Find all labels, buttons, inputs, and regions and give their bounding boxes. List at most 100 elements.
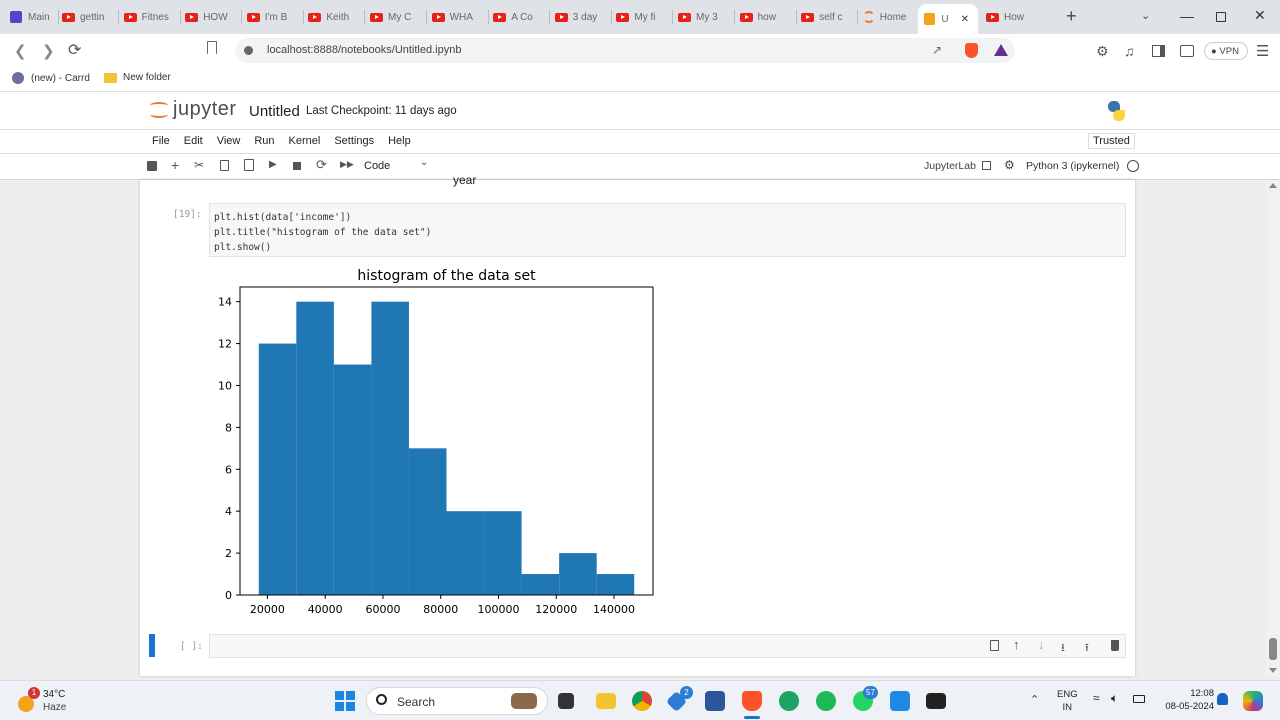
copilot-icon[interactable]: [1243, 691, 1263, 711]
youtube-icon: [678, 12, 691, 22]
browser-tab[interactable]: How: [986, 5, 1044, 29]
restart-run-all-icon[interactable]: ▶▶: [340, 159, 354, 169]
duplicate-cell-icon[interactable]: [990, 640, 999, 651]
media-icon[interactable]: ♫: [1124, 43, 1135, 59]
browser-tab[interactable]: Home: [862, 5, 921, 29]
jupyterlab-link[interactable]: JupyterLab: [924, 160, 991, 172]
browser-tab[interactable]: My 3: [678, 5, 736, 29]
browser-tab[interactable]: gettin: [62, 5, 120, 29]
chevron-up-icon[interactable]: ⌃: [1030, 694, 1040, 706]
bookmark-new-folder[interactable]: New folder: [104, 72, 171, 83]
tab-separator: [302, 10, 304, 24]
browser-tab[interactable]: HOW: [185, 5, 243, 29]
browser-tab[interactable]: 3 day: [554, 5, 613, 29]
browser-tab[interactable]: Fitnes: [123, 5, 182, 29]
browser-tab[interactable]: Main: [10, 5, 60, 29]
menu-item-help[interactable]: Help: [388, 135, 411, 147]
new-tab-button[interactable]: +: [1066, 6, 1077, 26]
add-cell-icon[interactable]: +: [171, 157, 180, 173]
kernel-settings-icon[interactable]: ⚙: [1004, 158, 1015, 172]
browser-tab[interactable]: A Co: [493, 5, 551, 29]
empty-code-cell-editor[interactable]: [209, 634, 1126, 658]
edge-icon[interactable]: [779, 691, 799, 711]
brave-icon[interactable]: [742, 691, 762, 711]
weather-widget[interactable]: 1 34°C Haze: [14, 687, 74, 717]
scroll-down-icon[interactable]: [1269, 668, 1277, 673]
menu-item-file[interactable]: File: [152, 135, 170, 147]
file-explorer-icon[interactable]: [596, 693, 616, 709]
minimize-icon[interactable]: —: [1180, 8, 1194, 24]
battery-icon[interactable]: [1133, 695, 1145, 703]
restart-icon[interactable]: ⟳: [316, 157, 327, 172]
menu-item-settings[interactable]: Settings: [334, 135, 375, 147]
stop-icon[interactable]: [293, 162, 301, 170]
scroll-up-icon[interactable]: [1269, 183, 1277, 188]
sidebar-icon[interactable]: [1152, 45, 1165, 57]
browser-tab[interactable]: WHA: [431, 5, 490, 29]
browser-tab[interactable]: U ✕: [918, 4, 979, 34]
bookmark-carrd[interactable]: (new) - Carrd: [12, 72, 90, 84]
paste-icon[interactable]: [244, 159, 254, 171]
delete-cell-icon[interactable]: [1111, 640, 1119, 651]
bookmark-icon[interactable]: [207, 41, 217, 54]
taskbar-search-box[interactable]: Search: [366, 687, 548, 715]
insert-below-icon[interactable]: ⭱: [1085, 642, 1089, 654]
snipping-tool-icon[interactable]: [890, 691, 910, 711]
maximize-icon[interactable]: [1216, 12, 1226, 22]
windows-start-icon[interactable]: [335, 691, 355, 711]
clock[interactable]: 12:08 08-05-2024: [1156, 687, 1214, 713]
task-view-icon[interactable]: [558, 693, 574, 709]
browser-tab[interactable]: My C: [370, 5, 428, 29]
move-down-icon[interactable]: ↓: [1038, 637, 1045, 652]
notification-bell-icon[interactable]: [1217, 693, 1228, 705]
chrome-icon[interactable]: [632, 691, 652, 711]
cut-icon[interactable]: ✂: [194, 158, 205, 172]
address-bar[interactable]: localhost:8888/notebooks/Untitled.ipynb …: [235, 38, 1015, 63]
trusted-indicator[interactable]: Trusted: [1088, 133, 1135, 149]
share-icon[interactable]: ↗: [932, 43, 943, 57]
language-indicator[interactable]: ENG IN: [1057, 688, 1078, 714]
tab-separator: [549, 10, 551, 24]
brave-shield-icon[interactable]: [965, 43, 978, 58]
menu-icon[interactable]: ☰: [1256, 43, 1270, 60]
site-info-icon[interactable]: [244, 46, 253, 55]
insert-above-icon[interactable]: ⭳: [1061, 642, 1065, 654]
brave-rewards-icon[interactable]: [994, 44, 1008, 56]
scrollbar[interactable]: [1266, 180, 1280, 677]
copy-icon[interactable]: [220, 160, 229, 171]
browser-tab[interactable]: Keith: [308, 5, 366, 29]
tab-label: Keith: [326, 11, 350, 23]
wifi-icon[interactable]: ≈: [1093, 691, 1100, 705]
menu-item-view[interactable]: View: [216, 135, 241, 147]
histogram-bar: [333, 364, 372, 595]
menu-item-kernel[interactable]: Kernel: [288, 135, 321, 147]
jupyter-logo[interactable]: jupyter: [150, 98, 237, 121]
move-up-icon[interactable]: ↑: [1013, 637, 1020, 652]
browser-tab[interactable]: My fi: [616, 5, 674, 29]
terminal-icon[interactable]: [926, 693, 946, 709]
code-cell-editor[interactable]: plt.hist(data['income']) plt.title("hist…: [209, 203, 1126, 257]
wallet-icon[interactable]: [1180, 45, 1194, 57]
close-window-icon[interactable]: ✕: [1254, 7, 1266, 23]
forward-icon[interactable]: ❯: [42, 43, 55, 60]
menu-item-run[interactable]: Run: [254, 135, 275, 147]
save-icon[interactable]: [147, 161, 157, 171]
kernel-name[interactable]: Python 3 (ipykernel): [1026, 160, 1120, 172]
notebook-name[interactable]: Untitled: [249, 103, 300, 120]
browser-tab[interactable]: self c: [801, 5, 859, 29]
close-tab-icon[interactable]: ✕: [960, 13, 970, 25]
extensions-icon[interactable]: ⚙: [1096, 43, 1109, 59]
browser-tab[interactable]: how: [739, 5, 798, 29]
word-icon[interactable]: [705, 691, 725, 711]
spotify-icon[interactable]: [816, 691, 836, 711]
browser-tab[interactable]: I'm B: [246, 5, 305, 29]
tab-search-chevron-icon[interactable]: ⌄: [1141, 10, 1151, 22]
run-icon[interactable]: ▶: [269, 159, 277, 170]
cell-type-select[interactable]: Code ⌄: [364, 157, 432, 175]
scrollbar-thumb[interactable]: [1269, 638, 1277, 660]
volume-icon[interactable]: 🔈︎: [1111, 691, 1119, 705]
back-icon[interactable]: ❮: [14, 43, 27, 60]
menu-item-edit[interactable]: Edit: [183, 135, 203, 147]
reload-icon[interactable]: ⟳: [68, 42, 82, 59]
vpn-button[interactable]: ● VPN: [1204, 42, 1248, 60]
